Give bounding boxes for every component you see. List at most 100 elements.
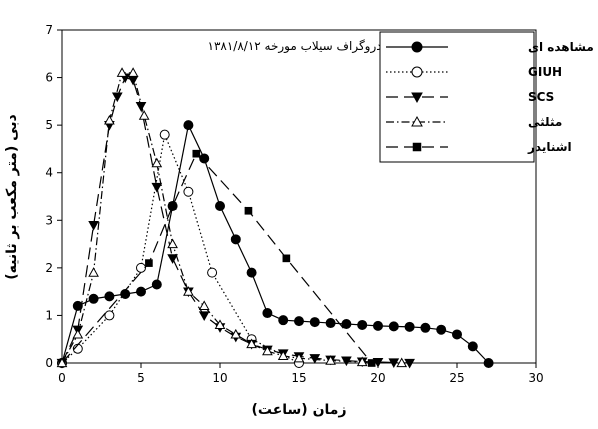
data-point: [277, 350, 289, 360]
data-point: [230, 234, 241, 245]
data-point: [151, 279, 162, 290]
legend-label: اشنایدر: [527, 140, 572, 154]
data-point: [396, 357, 408, 368]
data-point: [452, 329, 462, 340]
data-point: [104, 291, 115, 302]
legend-box: [379, 31, 535, 163]
series-layer: [56, 67, 494, 369]
data-point: [282, 254, 291, 263]
legend-label: GIUH: [528, 65, 562, 79]
legend-marker: [411, 66, 423, 78]
data-point: [168, 202, 177, 210]
series-3: [56, 67, 408, 368]
data-point: [198, 311, 210, 321]
data-point: [246, 267, 257, 278]
data-point: [56, 357, 68, 368]
series-line: [61, 134, 300, 364]
data-point: [159, 129, 170, 140]
data-point: [325, 355, 336, 365]
data-point: [404, 358, 415, 369]
legend-marker: [412, 142, 422, 152]
series-line: [61, 72, 402, 364]
data-point: [367, 359, 376, 367]
series-4: [58, 149, 376, 367]
data-point: [483, 358, 494, 368]
chart-title: هیدروگراف سیلاب مورخه ۱۳۸۱/۸/۱۲: [208, 39, 393, 54]
data-point: [135, 102, 147, 112]
y-tick-label: 1: [45, 308, 53, 322]
x-tick-label: 5: [137, 371, 145, 385]
y-tick-label: 3: [45, 213, 53, 227]
data-point: [151, 157, 163, 168]
data-point: [183, 120, 194, 131]
x-tick-label: 30: [528, 371, 543, 385]
data-point: [325, 318, 336, 329]
y-tick-label: 0: [45, 356, 53, 370]
data-point: [167, 238, 178, 249]
legend-marker: [411, 92, 423, 104]
data-point: [420, 322, 431, 333]
y-tick-label: 7: [45, 23, 53, 37]
legend-label: SCS: [528, 90, 554, 104]
data-point: [436, 324, 447, 335]
data-point: [145, 259, 153, 267]
data-point: [88, 267, 99, 277]
legend-marker: [411, 115, 423, 127]
data-point: [262, 345, 273, 356]
x-tick-label: 10: [212, 371, 227, 385]
data-point: [262, 308, 273, 319]
data-point: [183, 186, 194, 197]
data-point: [294, 316, 304, 327]
data-point: [88, 220, 99, 231]
data-point: [104, 114, 115, 125]
data-point: [230, 328, 242, 339]
data-point: [72, 300, 83, 311]
x-tick-label: 0: [58, 371, 66, 385]
data-point: [244, 206, 253, 215]
data-point: [341, 318, 352, 329]
y-tick-label: 2: [45, 261, 53, 275]
data-point: [278, 315, 289, 326]
x-tick-label: 25: [449, 371, 464, 385]
legend: مشاهده ای GIUH SCS مثلثی اشنایدر: [379, 31, 594, 163]
series-line: [61, 153, 373, 364]
legend-label: مشاهده ای: [528, 40, 594, 54]
data-point: [183, 286, 194, 296]
x-tick-label: 20: [370, 371, 385, 385]
axes: 0 5 10 15 20 25 30 0 1 2 3 4 5 6 7: [45, 23, 543, 385]
data-point: [309, 317, 320, 328]
x-tick-label: 15: [291, 371, 306, 385]
y-tick-label: 6: [45, 71, 53, 85]
legend-label: مثلثی: [528, 115, 562, 129]
data-point: [207, 267, 218, 278]
data-point: [192, 149, 201, 158]
data-point: [116, 67, 128, 77]
data-point: [136, 286, 146, 297]
data-point: [215, 201, 225, 212]
x-axis-label: زمان (ساعت): [251, 402, 346, 418]
y-axis-label: دبی (متر مکعب بر ثانیه): [4, 114, 20, 279]
data-point: [198, 300, 210, 311]
data-point: [214, 319, 226, 330]
y-tick-label: 4: [45, 166, 53, 180]
data-point: [356, 356, 368, 367]
data-point: [388, 321, 399, 332]
series-line: [61, 124, 490, 364]
legend-marker: [411, 41, 423, 53]
data-point: [357, 319, 368, 330]
data-point: [104, 310, 115, 321]
data-point: [293, 352, 305, 363]
data-point: [404, 321, 415, 332]
data-point: [136, 262, 146, 273]
series-line: [61, 76, 410, 364]
data-point: [88, 293, 99, 304]
data-point: [127, 75, 139, 86]
data-point: [72, 328, 84, 339]
data-point: [467, 341, 478, 352]
data-point: [127, 67, 139, 77]
y-tick-label: 5: [45, 118, 53, 132]
data-point: [167, 254, 178, 264]
data-point: [246, 338, 257, 349]
data-point: [151, 182, 163, 193]
